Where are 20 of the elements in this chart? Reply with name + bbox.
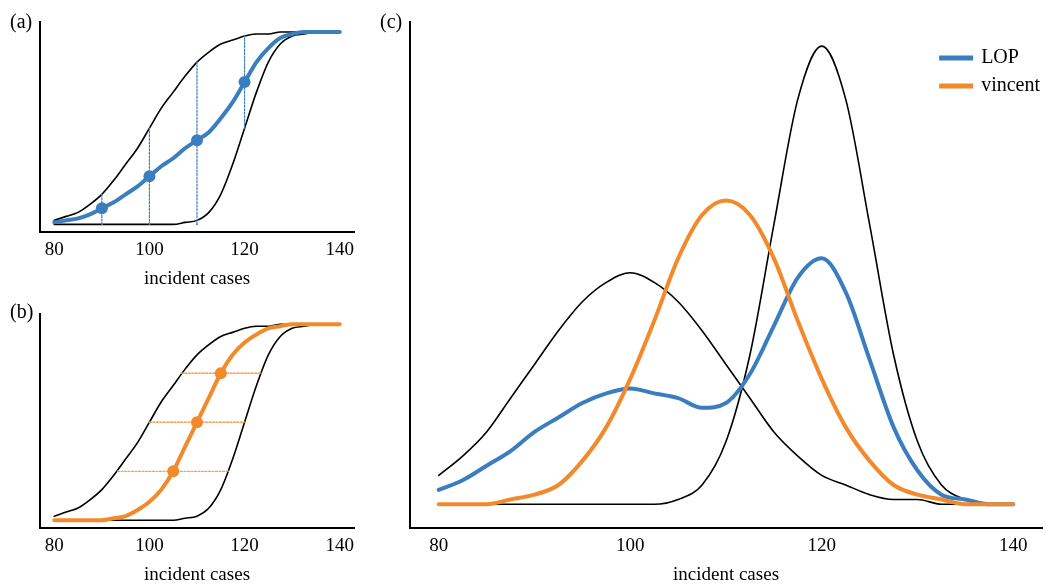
- legend-label: vincent: [981, 73, 1041, 96]
- x-tick-label: 120: [230, 533, 259, 555]
- x-tick-label: 140: [999, 533, 1028, 555]
- x-tick-label: 80: [429, 533, 449, 555]
- legend-label: LOP: [981, 45, 1019, 68]
- chart-title: (a): [10, 10, 33, 33]
- x-tick-label: 100: [615, 533, 645, 555]
- x-tick-label: 120: [807, 533, 837, 555]
- x-axis-title: incident cases: [143, 266, 251, 288]
- chart-title: (b): [10, 300, 34, 323]
- x-tick-label: 140: [325, 533, 354, 555]
- x-tick-label: 140: [325, 237, 354, 259]
- x-axis-title: incident cases: [143, 562, 251, 584]
- x-tick-label: 120: [230, 237, 259, 259]
- x-tick-label: 80: [44, 533, 64, 555]
- x-axis-title: incident cases: [672, 562, 780, 584]
- x-tick-label: 100: [135, 237, 164, 259]
- x-tick-label: 100: [135, 533, 164, 555]
- x-tick-label: 80: [44, 237, 64, 259]
- chart-title: (c): [380, 10, 403, 33]
